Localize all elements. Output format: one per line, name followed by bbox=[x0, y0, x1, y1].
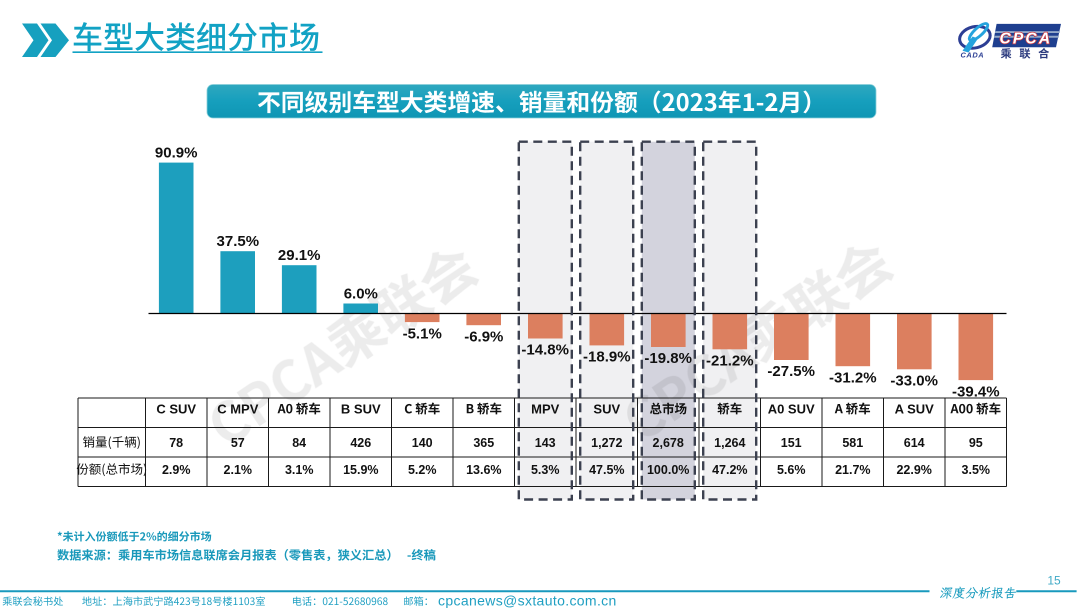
svg-text:1,272: 1,272 bbox=[591, 436, 622, 450]
svg-text:614: 614 bbox=[904, 436, 925, 450]
svg-text:84: 84 bbox=[292, 436, 306, 450]
svg-text:47.5%: 47.5% bbox=[589, 463, 624, 477]
svg-text:C SUV: C SUV bbox=[156, 402, 196, 417]
svg-text:cpcanews@sxtauto.com.cn: cpcanews@sxtauto.com.cn bbox=[438, 592, 617, 608]
svg-text:581: 581 bbox=[842, 436, 863, 450]
svg-text:SUV: SUV bbox=[593, 402, 620, 417]
svg-text:15: 15 bbox=[1047, 574, 1061, 588]
svg-text:78: 78 bbox=[169, 436, 183, 450]
svg-text:5.3%: 5.3% bbox=[531, 463, 560, 477]
svg-text:15.9%: 15.9% bbox=[343, 463, 378, 477]
svg-text:5.2%: 5.2% bbox=[408, 463, 437, 477]
svg-text:426: 426 bbox=[350, 436, 371, 450]
svg-text:MPV: MPV bbox=[531, 402, 560, 417]
svg-text:-39.4%: -39.4% bbox=[952, 383, 1000, 400]
svg-text:365: 365 bbox=[473, 436, 494, 450]
svg-text:3.5%: 3.5% bbox=[962, 463, 991, 477]
svg-text:6.0%: 6.0% bbox=[344, 286, 378, 303]
svg-text:-19.8%: -19.8% bbox=[644, 350, 692, 367]
svg-text:B SUV: B SUV bbox=[341, 402, 381, 417]
svg-text:29.1%: 29.1% bbox=[278, 247, 321, 264]
svg-text:2.1%: 2.1% bbox=[224, 463, 253, 477]
svg-text:-6.9%: -6.9% bbox=[464, 328, 503, 345]
svg-text:151: 151 bbox=[781, 436, 802, 450]
svg-text:CADA: CADA bbox=[961, 51, 985, 60]
svg-text:95: 95 bbox=[969, 436, 983, 450]
svg-text:47.2%: 47.2% bbox=[712, 463, 747, 477]
svg-text:-31.2%: -31.2% bbox=[829, 369, 877, 386]
svg-text:A0 SUV: A0 SUV bbox=[768, 402, 815, 417]
svg-text:57: 57 bbox=[231, 436, 245, 450]
svg-text:90.9%: 90.9% bbox=[155, 145, 198, 162]
svg-text:100.0%: 100.0% bbox=[647, 463, 689, 477]
svg-text:C MPV: C MPV bbox=[217, 402, 259, 417]
svg-text:-14.8%: -14.8% bbox=[521, 342, 569, 359]
svg-text:2,678: 2,678 bbox=[653, 436, 684, 450]
svg-text:37.5%: 37.5% bbox=[217, 233, 260, 250]
svg-text:143: 143 bbox=[535, 436, 556, 450]
svg-text:21.7%: 21.7% bbox=[835, 463, 870, 477]
svg-text:-27.5%: -27.5% bbox=[767, 363, 815, 380]
svg-text:22.9%: 22.9% bbox=[896, 463, 931, 477]
svg-text:3.1%: 3.1% bbox=[285, 463, 314, 477]
svg-text:2.9%: 2.9% bbox=[162, 463, 191, 477]
svg-text:-5.1%: -5.1% bbox=[403, 325, 442, 342]
svg-text:-21.2%: -21.2% bbox=[706, 353, 754, 370]
svg-text:5.6%: 5.6% bbox=[777, 463, 806, 477]
svg-text:A SUV: A SUV bbox=[895, 402, 935, 417]
svg-text:13.6%: 13.6% bbox=[466, 463, 501, 477]
svg-text:CPCA: CPCA bbox=[1000, 31, 1053, 48]
svg-text:-33.0%: -33.0% bbox=[890, 373, 938, 390]
svg-text:1,264: 1,264 bbox=[714, 436, 745, 450]
svg-text:-18.9%: -18.9% bbox=[583, 349, 631, 366]
svg-text:140: 140 bbox=[412, 436, 433, 450]
